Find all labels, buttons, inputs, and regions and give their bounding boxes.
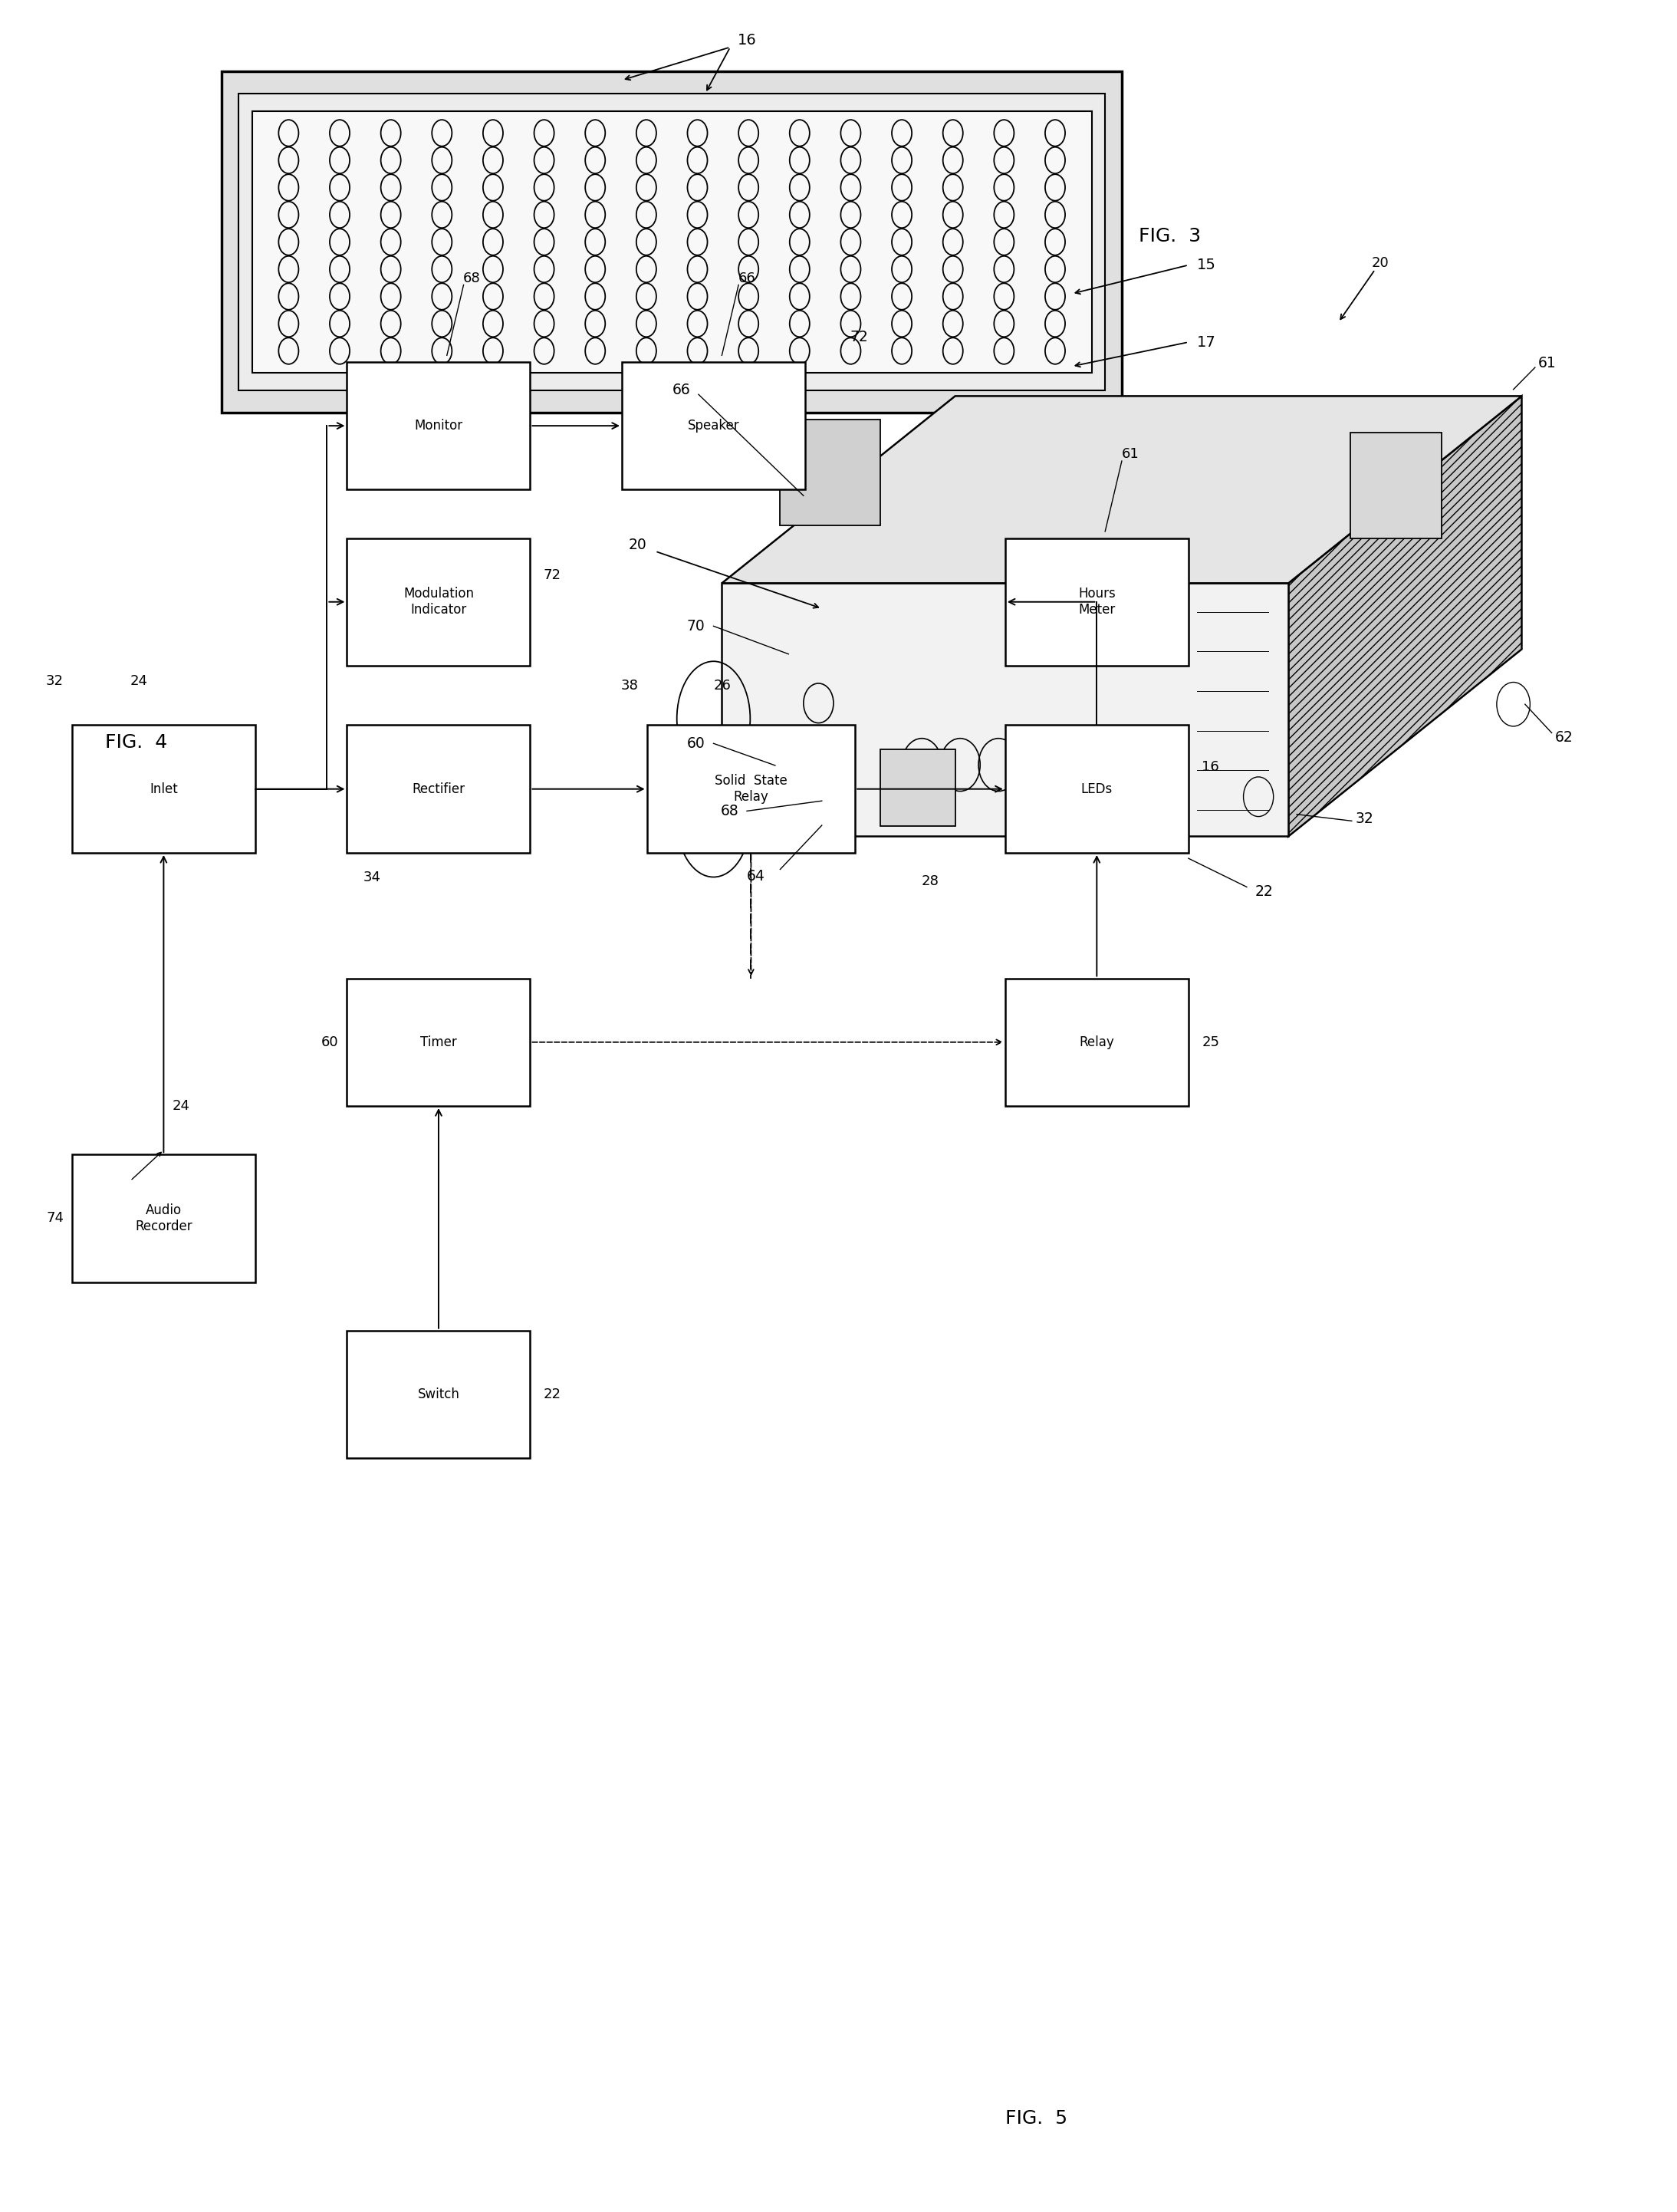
Text: 66: 66 [672, 383, 691, 398]
FancyBboxPatch shape [72, 1155, 255, 1283]
FancyBboxPatch shape [880, 750, 956, 827]
Text: 20: 20 [1372, 257, 1389, 270]
Text: Monitor: Monitor [414, 418, 463, 434]
Text: FIG.  4: FIG. 4 [106, 734, 168, 752]
Text: 72: 72 [543, 568, 562, 582]
FancyBboxPatch shape [647, 726, 855, 854]
Text: Relay: Relay [1080, 1035, 1114, 1048]
Text: FIG.  5: FIG. 5 [1005, 2110, 1067, 2128]
Text: 24: 24 [131, 675, 148, 688]
Text: Modulation
Indicator: Modulation Indicator [402, 586, 475, 617]
FancyBboxPatch shape [1005, 726, 1189, 854]
Text: 68: 68 [721, 803, 738, 818]
Text: 61: 61 [1122, 447, 1139, 462]
FancyBboxPatch shape [1350, 431, 1442, 538]
Polygon shape [1288, 396, 1521, 836]
Text: Timer: Timer [421, 1035, 456, 1048]
Text: 25: 25 [1202, 1035, 1219, 1048]
Text: LEDs: LEDs [1082, 783, 1112, 796]
Text: 60: 60 [688, 737, 706, 750]
Text: 22: 22 [543, 1387, 562, 1400]
FancyBboxPatch shape [1005, 538, 1189, 666]
Text: 66: 66 [738, 272, 756, 285]
Polygon shape [721, 396, 1521, 584]
FancyBboxPatch shape [347, 1332, 530, 1458]
Text: 15: 15 [1197, 259, 1216, 272]
Text: Solid  State
Relay: Solid State Relay [714, 774, 787, 803]
Text: 24: 24 [173, 1099, 190, 1113]
Text: 17: 17 [1197, 334, 1216, 349]
FancyBboxPatch shape [622, 363, 805, 489]
Text: 28: 28 [921, 874, 939, 889]
Text: 68: 68 [463, 272, 481, 285]
Polygon shape [721, 584, 1288, 836]
Text: Hours
Meter: Hours Meter [1078, 586, 1115, 617]
FancyBboxPatch shape [780, 420, 880, 526]
Text: 74: 74 [45, 1212, 64, 1225]
Text: 20: 20 [629, 538, 647, 553]
FancyBboxPatch shape [1005, 978, 1189, 1106]
Text: 32: 32 [1355, 812, 1373, 825]
Text: 61: 61 [1538, 356, 1556, 369]
Text: 16: 16 [738, 33, 756, 49]
Text: 62: 62 [1555, 730, 1573, 745]
Text: 38: 38 [620, 679, 639, 692]
FancyBboxPatch shape [347, 726, 530, 854]
Text: 34: 34 [364, 869, 381, 885]
FancyBboxPatch shape [221, 71, 1122, 414]
FancyBboxPatch shape [238, 93, 1105, 392]
FancyBboxPatch shape [252, 111, 1092, 374]
Text: Inlet: Inlet [149, 783, 178, 796]
Text: 64: 64 [746, 869, 765, 883]
Text: 70: 70 [688, 619, 706, 633]
Text: 22: 22 [1254, 885, 1273, 898]
Text: FIG.  3: FIG. 3 [1139, 228, 1201, 246]
Text: Rectifier: Rectifier [413, 783, 465, 796]
Text: Switch: Switch [418, 1387, 459, 1400]
FancyBboxPatch shape [347, 978, 530, 1106]
Text: 72: 72 [850, 330, 869, 345]
FancyBboxPatch shape [347, 363, 530, 489]
FancyBboxPatch shape [72, 726, 255, 854]
FancyBboxPatch shape [347, 538, 530, 666]
Text: Audio
Recorder: Audio Recorder [136, 1203, 193, 1232]
Text: Speaker: Speaker [688, 418, 740, 434]
Text: 26: 26 [713, 679, 731, 692]
Text: 32: 32 [45, 675, 64, 688]
Text: 16: 16 [1202, 761, 1219, 774]
Text: 60: 60 [322, 1035, 339, 1048]
